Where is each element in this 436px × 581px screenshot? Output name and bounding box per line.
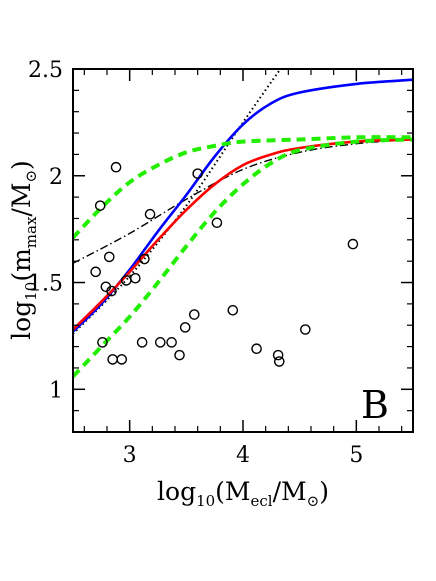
series-line-3-solid	[73, 78, 413, 333]
data-point-1	[90, 266, 101, 278]
data-point-22	[227, 304, 239, 316]
data-point-2	[94, 200, 106, 211]
data-point-27	[347, 238, 359, 250]
x-axis-title: log10(Mecl/M⊙)	[157, 477, 329, 510]
data-point-18	[179, 322, 191, 333]
data-point-14	[144, 208, 156, 220]
data-point-26	[300, 324, 311, 335]
curve-layer	[73, 69, 413, 378]
x-axis-title-base: 10	[196, 492, 215, 510]
plot-frame	[72, 68, 414, 433]
x-axis-title-post: /M	[273, 477, 307, 506]
x-tick-label: 5	[349, 443, 363, 468]
data-point-7	[107, 354, 118, 365]
y-axis-title: log10(mmax/M⊙)	[7, 160, 40, 340]
x-axis-title-pre: log	[157, 477, 196, 506]
data-point-21	[211, 217, 223, 229]
x-tick-label: 3	[123, 443, 137, 468]
data-point-25	[273, 356, 285, 367]
x-axis-title-end: )	[319, 477, 329, 506]
data-point-11	[130, 272, 141, 284]
data-point-9	[116, 354, 128, 365]
data-point-15	[154, 337, 166, 348]
data-point-8	[110, 161, 122, 173]
data-point-17	[174, 349, 185, 361]
data-point-13	[139, 253, 150, 265]
y-axis-title-mid: (m	[7, 248, 36, 282]
series-line-5-dashed	[73, 135, 413, 240]
y-axis-title-sub: max	[22, 216, 40, 248]
data-point-20	[192, 168, 203, 179]
y-tick-label: 1.5	[28, 272, 63, 297]
x-axis-title-sub: ecl	[251, 492, 273, 510]
scatter-layer	[90, 161, 359, 367]
y-axis-title-pre: log	[7, 301, 36, 340]
y-axis-title-base: 10	[22, 282, 40, 301]
x-tick-label: 4	[236, 443, 250, 468]
panel-label: B	[361, 383, 389, 427]
data-point-5	[103, 251, 115, 263]
data-point-19	[188, 309, 200, 320]
y-axis-title-post: /M	[7, 183, 36, 217]
y-tick-label: 2.5	[28, 58, 63, 83]
series-line-6-dashed	[73, 137, 413, 378]
y-tick-label: 2	[49, 165, 63, 190]
series-line-4-solid	[73, 138, 413, 331]
x-axis-title-mid: (M	[215, 477, 250, 506]
x-axis-title-sun: ⊙	[307, 492, 320, 510]
series-line-2-dashdot	[73, 138, 413, 264]
data-point-3	[97, 337, 108, 348]
y-axis-title-sun: ⊙	[22, 170, 40, 183]
data-point-23	[251, 343, 262, 355]
data-point-16	[166, 337, 177, 348]
data-point-6	[106, 285, 117, 297]
series-line-1-dotted	[73, 69, 282, 335]
y-axis-title-end: )	[7, 160, 36, 170]
y-tick-label: 1	[49, 378, 63, 403]
data-point-12	[136, 337, 148, 348]
data-point-24	[272, 349, 284, 361]
tick-layer: 3 4 5 1 1.5 2 2.5	[28, 58, 413, 468]
